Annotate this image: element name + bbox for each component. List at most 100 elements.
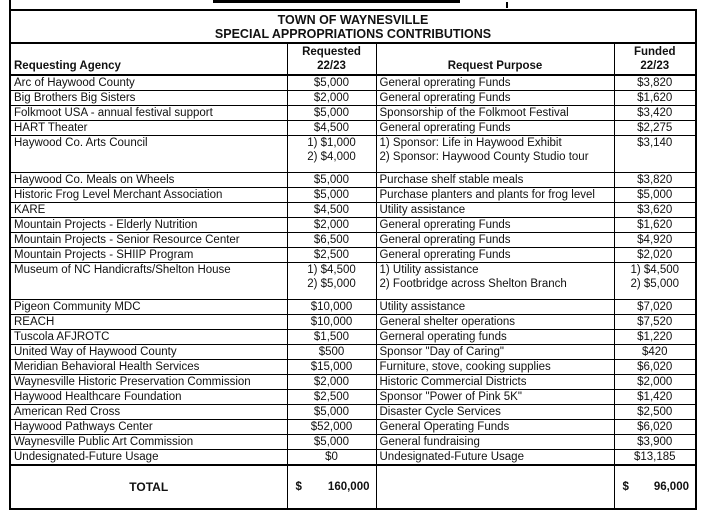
purpose-cell: General oprerating Funds <box>375 232 615 248</box>
column-header-purpose: Request Purpose <box>375 42 615 76</box>
funded-cell: $3,900 <box>613 434 697 450</box>
funded-cell: $1,620 <box>613 217 697 233</box>
purpose-cell: Historic Commercial Districts <box>375 374 615 390</box>
table-row: Mountain Projects - Senior Resource Cent… <box>9 232 697 248</box>
purpose-cell: Disaster Cycle Services <box>375 404 615 420</box>
requested-cell: $5,000 <box>286 105 377 121</box>
table-row: Mountain Projects - Elderly Nutrition $2… <box>9 217 697 233</box>
table-body: Arc of Haywood County $5,000 General opr… <box>9 74 697 466</box>
requested-cell: $52,000 <box>286 419 377 435</box>
funded-cell: $3,140 <box>613 135 697 173</box>
table-row: Historic Frog Level Merchant Association… <box>9 187 697 203</box>
purpose-cell: Sponsor "Day of Caring" <box>375 344 615 360</box>
agency-cell: Haywood Co. Arts Council <box>9 135 288 173</box>
requested-cell: $5,000 <box>286 172 377 188</box>
total-purpose-cell <box>375 464 615 510</box>
requested-cell: $5,000 <box>286 404 377 420</box>
table-row: American Red Cross $5,000 Disaster Cycle… <box>9 404 697 420</box>
agency-cell: Mountain Projects - SHIIP Program <box>9 247 288 263</box>
funded-cell: $4,920 <box>613 232 697 248</box>
total-requested-currency: $ <box>295 481 302 493</box>
agency-cell: REACH <box>9 314 288 330</box>
funded-cell: $6,020 <box>613 419 697 435</box>
funded-cell: $3,420 <box>613 105 697 121</box>
agency-cell: KARE <box>9 202 288 218</box>
requested-cell: $2,000 <box>286 217 377 233</box>
requested-cell: $10,000 <box>286 299 377 315</box>
purpose-cell: General oprerating Funds <box>375 217 615 233</box>
agency-cell: American Red Cross <box>9 404 288 420</box>
table-row: Haywood Co. Meals on Wheels $5,000 Purch… <box>9 172 697 188</box>
table-row: Haywood Co. Arts Council 1) $1,000 2) $4… <box>9 135 697 173</box>
purpose-cell: General fundraising <box>375 434 615 450</box>
table-row: HART Theater $4,500 General oprerating F… <box>9 120 697 136</box>
purpose-cell: General oprerating Funds <box>375 120 615 136</box>
table-row: Undesignated-Future Usage $0 Undesignate… <box>9 449 697 466</box>
purpose-cell: Furniture, stove, cooking supplies <box>375 359 615 375</box>
funded-cell: $3,820 <box>613 172 697 188</box>
requested-cell: $5,000 <box>286 74 377 91</box>
column-header-funded: Funded 22/23 <box>613 42 697 76</box>
table-row: Tuscola AFJROTC $1,500 Gerneral operatin… <box>9 329 697 345</box>
appropriations-table: TOWN OF WAYNESVILLE SPECIAL APPROPRIATIO… <box>9 9 697 510</box>
table-row: Pigeon Community MDC $10,000 Utility ass… <box>9 299 697 315</box>
purpose-cell: 1) Utility assistance 2) Footbridge acro… <box>375 262 615 300</box>
funded-cell: $2,275 <box>613 120 697 136</box>
table-row: Big Brothers Big Sisters $2,000 General … <box>9 90 697 106</box>
table-row: Folkmoot USA - annual festival support $… <box>9 105 697 121</box>
funded-cell: $6,020 <box>613 359 697 375</box>
agency-cell: Mountain Projects - Senior Resource Cent… <box>9 232 288 248</box>
purpose-cell: Purchase planters and plants for frog le… <box>375 187 615 203</box>
purpose-cell: Sponsorship of the Folkmoot Festival <box>375 105 615 121</box>
requested-cell: $2,500 <box>286 247 377 263</box>
funded-cell: $5,000 <box>613 187 697 203</box>
purpose-cell: Gerneral operating funds <box>375 329 615 345</box>
agency-cell: Haywood Co. Meals on Wheels <box>9 172 288 188</box>
column-header-row: Requesting Agency Requested 22/23 Reques… <box>9 42 697 76</box>
agency-cell: Mountain Projects - Elderly Nutrition <box>9 217 288 233</box>
total-funded-cell: $ 96,000 <box>613 464 697 510</box>
purpose-cell: 1) Sponsor: Life in Haywood Exhibit 2) S… <box>375 135 615 173</box>
agency-cell: Museum of NC Handicrafts/Shelton House <box>9 262 288 300</box>
requested-cell: 1) $4,500 2) $5,000 <box>286 262 377 300</box>
funded-cell: $3,620 <box>613 202 697 218</box>
purpose-cell: Utility assistance <box>375 202 615 218</box>
purpose-cell: General Operating Funds <box>375 419 615 435</box>
funded-cell: $2,020 <box>613 247 697 263</box>
scan-artifact-right <box>506 2 508 8</box>
scan-artifact-left <box>9 0 11 9</box>
purpose-cell: Sponsor "Power of Pink 5K" <box>375 389 615 405</box>
agency-cell: Tuscola AFJROTC <box>9 329 288 345</box>
agency-cell: Big Brothers Big Sisters <box>9 90 288 106</box>
purpose-cell: General oprerating Funds <box>375 247 615 263</box>
title-line-2: SPECIAL APPROPRIATIONS CONTRIBUTIONS <box>214 27 492 41</box>
requested-cell: $6,500 <box>286 232 377 248</box>
column-header-requested: Requested 22/23 <box>286 42 377 76</box>
purpose-cell: Utility assistance <box>375 299 615 315</box>
funded-cell: $1,420 <box>613 389 697 405</box>
title-row: TOWN OF WAYNESVILLE SPECIAL APPROPRIATIO… <box>9 9 697 44</box>
total-requested-cell: $ 160,000 <box>286 464 377 510</box>
requested-cell: $2,000 <box>286 90 377 106</box>
requested-cell: 1) $1,000 2) $4,000 <box>286 135 377 173</box>
agency-cell: HART Theater <box>9 120 288 136</box>
agency-cell: Meridian Behavioral Health Services <box>9 359 288 375</box>
purpose-cell: Undesignated-Future Usage <box>375 449 615 466</box>
table-row: Arc of Haywood County $5,000 General opr… <box>9 74 697 91</box>
agency-cell: Undesignated-Future Usage <box>9 449 288 466</box>
purpose-cell: General shelter operations <box>375 314 615 330</box>
funded-cell: $1,620 <box>613 90 697 106</box>
scan-artifact-bar <box>213 0 460 3</box>
table-row: Museum of NC Handicrafts/Shelton House 1… <box>9 262 697 300</box>
requested-cell: $5,000 <box>286 434 377 450</box>
funded-cell: $7,520 <box>613 314 697 330</box>
agency-cell: Waynesville Historic Preservation Commis… <box>9 374 288 390</box>
requested-cell: $2,000 <box>286 374 377 390</box>
purpose-cell: General oprerating Funds <box>375 74 615 91</box>
funded-cell: 1) $4,500 2) $5,000 <box>613 262 697 300</box>
requested-cell: $5,000 <box>286 187 377 203</box>
agency-cell: Haywood Pathways Center <box>9 419 288 435</box>
agency-cell: Folkmoot USA - annual festival support <box>9 105 288 121</box>
total-funded-currency: $ <box>622 481 629 493</box>
table-title: TOWN OF WAYNESVILLE SPECIAL APPROPRIATIO… <box>9 9 697 44</box>
